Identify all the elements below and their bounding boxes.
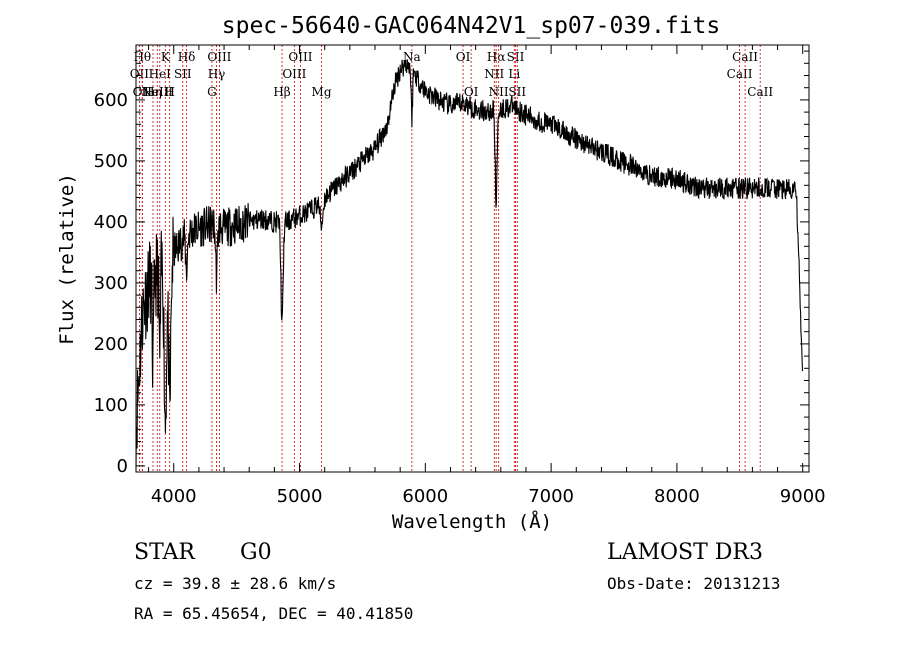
y-tick-label-1: 100 xyxy=(94,395,128,416)
survey-label: LAMOST DR3 xyxy=(607,540,763,565)
spectral-line-label-14: OIII xyxy=(282,67,306,81)
spectral-line-label-9: Hδ xyxy=(178,50,196,64)
chart-title: spec-56640-GAC064N42V1_sp07-039.fits xyxy=(222,13,721,39)
y-tick-label-0: 0 xyxy=(117,456,128,477)
spectral-line-label-26: CaII xyxy=(727,67,753,81)
spectral-line-label-25: SII xyxy=(508,85,526,99)
spectral-line-label-28: CaII xyxy=(747,85,773,99)
spectral-line-label-18: OI xyxy=(456,50,471,64)
spectral-line-label-19: OI xyxy=(464,85,479,99)
spectral-line-label-23: Li xyxy=(508,67,520,81)
redshift-text: cz = 39.8 ± 28.6 km/s xyxy=(134,574,337,593)
x-tick-label-4: 8000 xyxy=(654,486,700,507)
spectral-line-label-3: Hη xyxy=(144,85,162,99)
spectral-line-label-2: OII xyxy=(133,85,153,99)
y-tick-label-3: 300 xyxy=(94,273,128,294)
spectral-line-label-1: OII xyxy=(130,67,150,81)
x-tick-label-0: 4000 xyxy=(151,486,197,507)
x-tick-label-1: 5000 xyxy=(277,486,323,507)
spectral-line-label-6: K xyxy=(161,50,171,64)
spectral-line-label-15: OIII xyxy=(288,50,312,64)
x-tick-label-5: 9000 xyxy=(780,486,826,507)
spectral-line-label-8: SII xyxy=(174,67,192,81)
spectral-line-label-21: Hα xyxy=(487,50,506,64)
x-axis-label: Wavelength (Å) xyxy=(392,510,552,533)
spectral-line-label-16: Mg xyxy=(312,85,332,99)
spectral-line-label-7: H xyxy=(164,85,174,99)
spectral-line-label-27: CaII xyxy=(732,50,758,64)
coordinates-text: RA = 65.45654, DEC = 40.41850 xyxy=(134,604,414,623)
obs-date-text: Obs-Date: 20131213 xyxy=(607,574,781,593)
y-axis-label: Flux (relative) xyxy=(56,173,78,345)
x-tick-label-3: 7000 xyxy=(528,486,574,507)
x-tick-label-2: 6000 xyxy=(402,486,448,507)
spectral-line-label-5: HeI xyxy=(149,67,172,81)
y-tick-label-6: 600 xyxy=(94,90,128,111)
y-tick-label-4: 400 xyxy=(94,212,128,233)
spectral-line-label-22: NII xyxy=(489,85,509,99)
spectral-line-label-13: Hβ xyxy=(273,85,290,99)
y-tick-label-5: 500 xyxy=(94,151,128,172)
spectral-line-label-12: OIII xyxy=(207,50,231,64)
axis-ticks: 4000 5000 6000 7000 8000 9000 0 100 200 300 400 500… xyxy=(94,45,826,507)
y-tick-label-2: 200 xyxy=(94,334,128,355)
class-label: STAR xyxy=(134,540,195,565)
spectrum-series-line xyxy=(135,59,804,469)
spectral-line-label-20: NII xyxy=(484,67,504,81)
subclass-label: G0 xyxy=(240,540,272,565)
spectral-line-label-24: SII xyxy=(507,50,525,64)
spectral-line-label-4: NeIII xyxy=(141,85,173,99)
spectral-line-label-11: Hγ xyxy=(208,67,226,81)
spectral-line-label-10: G xyxy=(207,85,217,99)
